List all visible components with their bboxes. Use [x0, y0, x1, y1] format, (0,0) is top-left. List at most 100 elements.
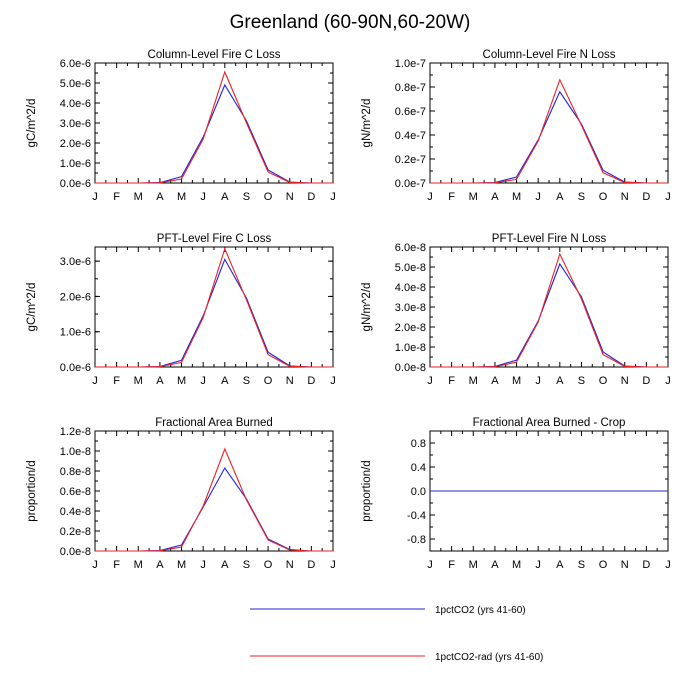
series-line: [95, 258, 333, 368]
y-tick-label: 0.0e-8: [395, 362, 426, 374]
x-tick-label: J: [200, 559, 206, 571]
x-tick-label: F: [448, 559, 455, 571]
x-tick-label: M: [134, 375, 143, 387]
y-tick-label: 0.0e-8: [60, 546, 91, 558]
y-tick-label: 0.6e-8: [60, 486, 91, 498]
x-tick-label: M: [134, 559, 143, 571]
x-tick-label: J: [427, 191, 433, 203]
x-tick-label: S: [243, 375, 250, 387]
x-tick-label: M: [469, 375, 478, 387]
x-tick-label: F: [113, 191, 120, 203]
x-tick-label: D: [307, 375, 315, 387]
y-axis-label: proportion/d: [361, 460, 373, 521]
plot-frame: [94, 62, 334, 184]
y-tick-label: 0.4: [411, 462, 426, 474]
x-tick-label: A: [221, 191, 229, 203]
x-tick-label: F: [113, 559, 120, 571]
legend-label: 1pctCO2-rad (yrs 41-60): [435, 652, 543, 663]
y-tick-label: 5.0e-8: [395, 262, 426, 274]
x-tick-label: J: [665, 559, 671, 571]
x-tick-label: J: [330, 191, 336, 203]
figure-title: Greenland (60-90N,60-20W): [229, 12, 471, 33]
y-tick-label: 0.4e-7: [395, 130, 426, 142]
x-tick-label: M: [512, 191, 521, 203]
y-tick-label: 1.2e-8: [60, 426, 91, 438]
x-tick-label: O: [264, 191, 273, 203]
series-line: [95, 70, 333, 184]
panel-title: PFT-Level Fire N Loss: [492, 233, 607, 245]
legend-label: 1pctCO2 (yrs 41-60): [435, 605, 526, 616]
y-tick-label: 0.2e-7: [395, 154, 426, 166]
y-tick-label: 0.0e-7: [395, 178, 426, 190]
x-tick-label: J: [200, 375, 206, 387]
x-tick-label: O: [599, 559, 608, 571]
x-tick-label: J: [427, 375, 433, 387]
y-tick-label: -0.4: [407, 510, 426, 522]
x-tick-label: J: [535, 375, 541, 387]
panel-title: Column-Level Fire N Loss: [483, 49, 616, 61]
y-axis-label: gC/m^2/d: [26, 99, 38, 148]
y-tick-label: 0.4e-8: [60, 506, 91, 518]
x-tick-label: A: [156, 191, 164, 203]
x-tick-label: M: [177, 375, 186, 387]
y-tick-label: 6.0e-8: [395, 242, 426, 254]
y-tick-label: 4.0e-6: [60, 98, 91, 110]
x-tick-label: M: [469, 191, 478, 203]
x-tick-label: A: [156, 375, 164, 387]
panel-title: Fractional Area Burned - Crop: [473, 417, 626, 429]
x-tick-label: N: [621, 375, 629, 387]
x-tick-label: A: [156, 559, 164, 571]
x-tick-label: S: [243, 559, 250, 571]
y-tick-label: 0.0e-6: [60, 362, 91, 374]
series-line: [430, 262, 668, 368]
y-tick-label: 2.0e-8: [395, 322, 426, 334]
y-axis-label: proportion/d: [26, 460, 38, 521]
x-tick-label: D: [642, 375, 650, 387]
x-tick-label: N: [621, 191, 629, 203]
x-tick-label: J: [92, 375, 98, 387]
x-tick-label: N: [286, 191, 294, 203]
x-tick-label: J: [92, 191, 98, 203]
x-tick-label: S: [578, 559, 585, 571]
y-tick-label: 1.0e-6: [60, 158, 91, 170]
y-tick-label: 0.6e-7: [395, 106, 426, 118]
x-tick-label: D: [642, 559, 650, 571]
x-tick-label: J: [330, 559, 336, 571]
x-tick-label: O: [264, 559, 273, 571]
x-tick-label: J: [665, 375, 671, 387]
x-tick-label: N: [286, 375, 294, 387]
series-line: [95, 447, 333, 552]
y-tick-label: 2.0e-6: [60, 138, 91, 150]
y-tick-label: 1.0e-6: [60, 327, 91, 339]
y-tick-label: 1.0e-8: [395, 342, 426, 354]
plot-frame: [429, 246, 669, 368]
y-tick-label: 3.0e-8: [395, 302, 426, 314]
x-tick-label: A: [491, 559, 499, 571]
plot-frame: [429, 62, 669, 184]
series-line: [430, 78, 668, 184]
x-tick-label: M: [134, 191, 143, 203]
panel-title: Column-Level Fire C Loss: [148, 49, 281, 61]
x-tick-label: A: [556, 191, 564, 203]
x-tick-label: A: [491, 375, 499, 387]
x-tick-label: S: [578, 191, 585, 203]
y-tick-label: 0.0e-6: [60, 178, 91, 190]
x-tick-label: A: [556, 375, 564, 387]
x-tick-label: J: [200, 191, 206, 203]
x-tick-label: J: [330, 375, 336, 387]
y-tick-label: 1.0e-8: [60, 446, 91, 458]
y-tick-label: 0.8e-7: [395, 82, 426, 94]
y-tick-label: 5.0e-6: [60, 78, 91, 90]
y-tick-label: 1.0e-7: [395, 58, 426, 70]
x-tick-label: M: [177, 559, 186, 571]
x-tick-label: O: [264, 375, 273, 387]
x-tick-label: N: [286, 559, 294, 571]
y-axis-label: gN/m^2/d: [361, 283, 373, 332]
